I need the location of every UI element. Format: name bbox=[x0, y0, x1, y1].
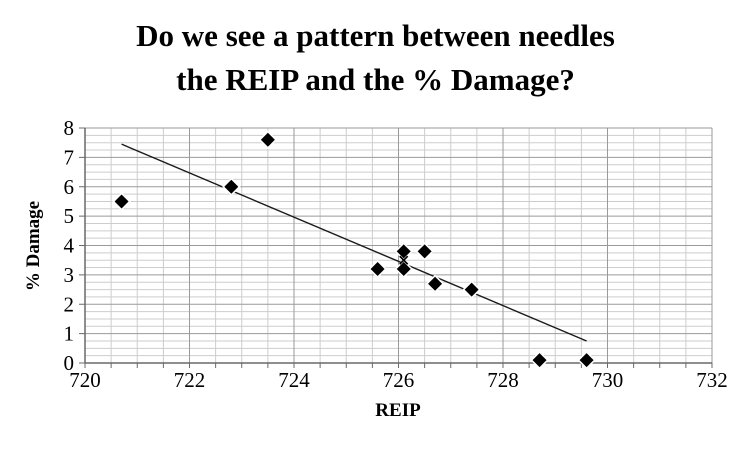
x-axis-title: REIP bbox=[375, 400, 421, 421]
diamond-marker bbox=[532, 353, 547, 368]
diamond-marker bbox=[114, 194, 129, 209]
x-tick-label: 722 bbox=[174, 368, 206, 392]
y-tick-label: 3 bbox=[64, 263, 75, 287]
diamond-marker bbox=[417, 244, 432, 259]
x-tick-label: 732 bbox=[696, 368, 728, 392]
x-tick-label: 724 bbox=[278, 368, 310, 392]
trendline bbox=[121, 143, 587, 342]
diamond-marker bbox=[428, 276, 443, 291]
x-marker bbox=[399, 255, 409, 265]
diamond-marker bbox=[396, 244, 411, 259]
chart-title-line1: Do we see a pattern between needles bbox=[136, 18, 615, 53]
x-tick-label: 730 bbox=[592, 368, 624, 392]
y-tick-label: 5 bbox=[64, 204, 75, 228]
y-tick-label: 1 bbox=[64, 322, 75, 346]
diamond-marker bbox=[370, 262, 385, 276]
x-tick-label: 726 bbox=[383, 368, 415, 392]
y-tick-label: 2 bbox=[64, 292, 75, 316]
diamond-marker bbox=[464, 282, 479, 297]
chart-title: Do we see a pattern between needles the … bbox=[0, 14, 751, 102]
diamond-marker bbox=[260, 132, 275, 147]
y-tick-label: 8 bbox=[64, 116, 75, 140]
y-tick-label: 7 bbox=[64, 145, 75, 169]
y-tick-label: 0 bbox=[64, 351, 75, 375]
chart-title-line2: the REIP and the % Damage? bbox=[176, 62, 575, 97]
y-tick-label: 6 bbox=[64, 175, 75, 199]
diamond-marker bbox=[579, 353, 594, 368]
diamond-marker bbox=[224, 179, 239, 194]
x-tick-label: 728 bbox=[487, 368, 519, 392]
y-axis-title: % Damage bbox=[23, 200, 44, 292]
diamond-marker bbox=[396, 262, 411, 276]
y-tick-label: 4 bbox=[64, 234, 75, 258]
x-tick-label: 720 bbox=[69, 368, 101, 392]
